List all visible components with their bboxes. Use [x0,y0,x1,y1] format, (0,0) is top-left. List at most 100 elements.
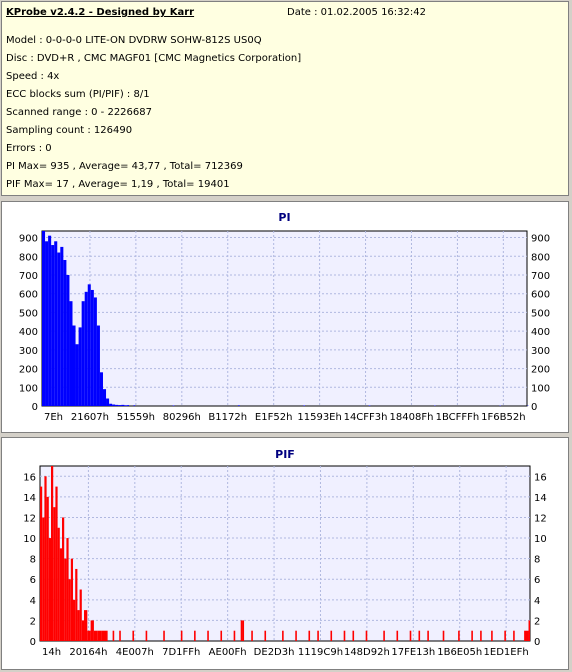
pi-bar [42,231,46,406]
pi-x-tick: 80296h [163,412,201,423]
pif-x-tick: 148D92h [344,647,390,658]
pif-x-tick: 20164h [69,647,107,658]
pif-bar [73,599,76,641]
pi-x-tick: 7Eh [44,412,63,423]
pi-y-tick-right: 500 [531,308,550,319]
pif-bar [330,630,333,641]
pif-y-tick-left: 0 [30,637,36,648]
pi-y-tick-left: 300 [19,346,38,357]
pi-y-tick-right: 0 [531,402,537,413]
pi-x-tick: E1F52h [255,412,293,423]
pi-x-tick: 14CFF3h [344,412,388,423]
pi-bar [69,301,73,406]
pif-bar [308,630,311,641]
pi-bar [172,405,175,406]
pi-y-tick-left: 800 [19,252,38,263]
app-title: KProbe v2.4.2 - Designed by Karr [6,7,195,18]
info-pi-stats: PI Max= 935 , Average= 43,77 , Total= 71… [6,161,243,172]
pif-bar [458,630,460,641]
pi-bar [60,246,64,406]
pif-bar [44,476,47,641]
pi-bar [84,291,88,406]
pif-y-tick-right: 0 [534,637,540,648]
pif-bar [163,630,165,641]
pif-bar [491,630,493,641]
pi-x-tick: 51559h [117,412,155,423]
pi-bar [124,405,128,406]
pi-bar [54,241,58,406]
pif-y-tick-right: 12 [534,513,547,524]
pif-bar [251,630,253,641]
pi-bar [106,398,110,406]
pi-x-tick: B1172h [208,412,247,423]
info-pif-stats: PIF Max= 17 , Average= 1,19 , Total= 194… [6,179,230,190]
pif-bar [282,630,284,641]
pi-y-tick-right: 100 [531,383,550,394]
pif-bar [317,630,319,641]
pif-bar [59,548,63,641]
pif-bar [427,630,429,641]
pi-bar [115,404,119,406]
pif-bar [112,630,115,641]
pi-bar [93,297,97,406]
pif-bar [66,538,69,641]
pi-bar [112,404,116,406]
pif-bar [119,630,121,641]
pif-bar [46,496,49,641]
pi-bar [99,372,103,406]
info-errors: Errors : 0 [6,143,52,154]
pif-x-tick: 14h [42,647,61,658]
pif-x-tick: DE2D3h [254,647,295,658]
pif-bar [409,630,412,641]
pif-bar [51,466,54,641]
pif-y-tick-right: 4 [534,596,540,607]
pif-bar [471,630,473,641]
pif-bar [365,630,368,641]
pif-bar [62,517,65,641]
pi-bars [42,231,529,406]
pi-bar [303,405,305,406]
pif-chart-title: PIF [275,448,295,461]
pif-bar [528,620,531,641]
pif-y-tick-right: 2 [534,616,540,627]
pif-y-tick-right: 10 [534,534,547,545]
pi-bar [63,260,67,406]
pif-bar [42,517,45,641]
pif-y-tick-right: 6 [534,575,540,586]
pif-y-tick-left: 16 [23,472,36,483]
pi-x-tick: 21607h [71,412,109,423]
pif-x-tick: AE00Fh [209,647,247,658]
pi-y-tick-left: 900 [19,234,38,245]
pif-bar [233,630,236,641]
pi-bar [57,252,61,406]
pi-bar [51,245,55,406]
pi-bar [368,405,371,406]
pif-bar [79,589,82,641]
pi-y-tick-left: 100 [19,383,38,394]
pi-bar [238,405,240,406]
pif-bar [524,630,529,641]
pi-bar [81,301,85,406]
pi-y-tick-right: 400 [531,327,550,338]
pif-bar [53,507,56,641]
pif-bar [84,610,88,641]
pif-bar [442,630,445,641]
pif-bar [264,630,267,641]
info-panel: KProbe v2.4.2 - Designed by Karr Date : … [1,1,569,196]
pi-y-tick-left: 600 [19,290,38,301]
pi-y-tick-right: 600 [531,290,550,301]
pif-bar [87,630,91,641]
pif-bar [352,630,355,641]
pif-y-tick-right: 14 [534,493,547,504]
pi-bar [72,325,76,406]
pi-bar [75,344,79,406]
pi-bar [133,405,136,406]
pif-bar [480,630,482,641]
pif-y-tick-left: 8 [30,555,36,566]
pif-x-tick: 7D1FFh [162,647,200,658]
pif-bar [207,630,209,641]
pif-y-tick-left: 4 [30,596,36,607]
pi-y-tick-right: 200 [531,365,550,376]
pif-bar [194,630,196,641]
pi-chart-title: PI [278,211,290,224]
